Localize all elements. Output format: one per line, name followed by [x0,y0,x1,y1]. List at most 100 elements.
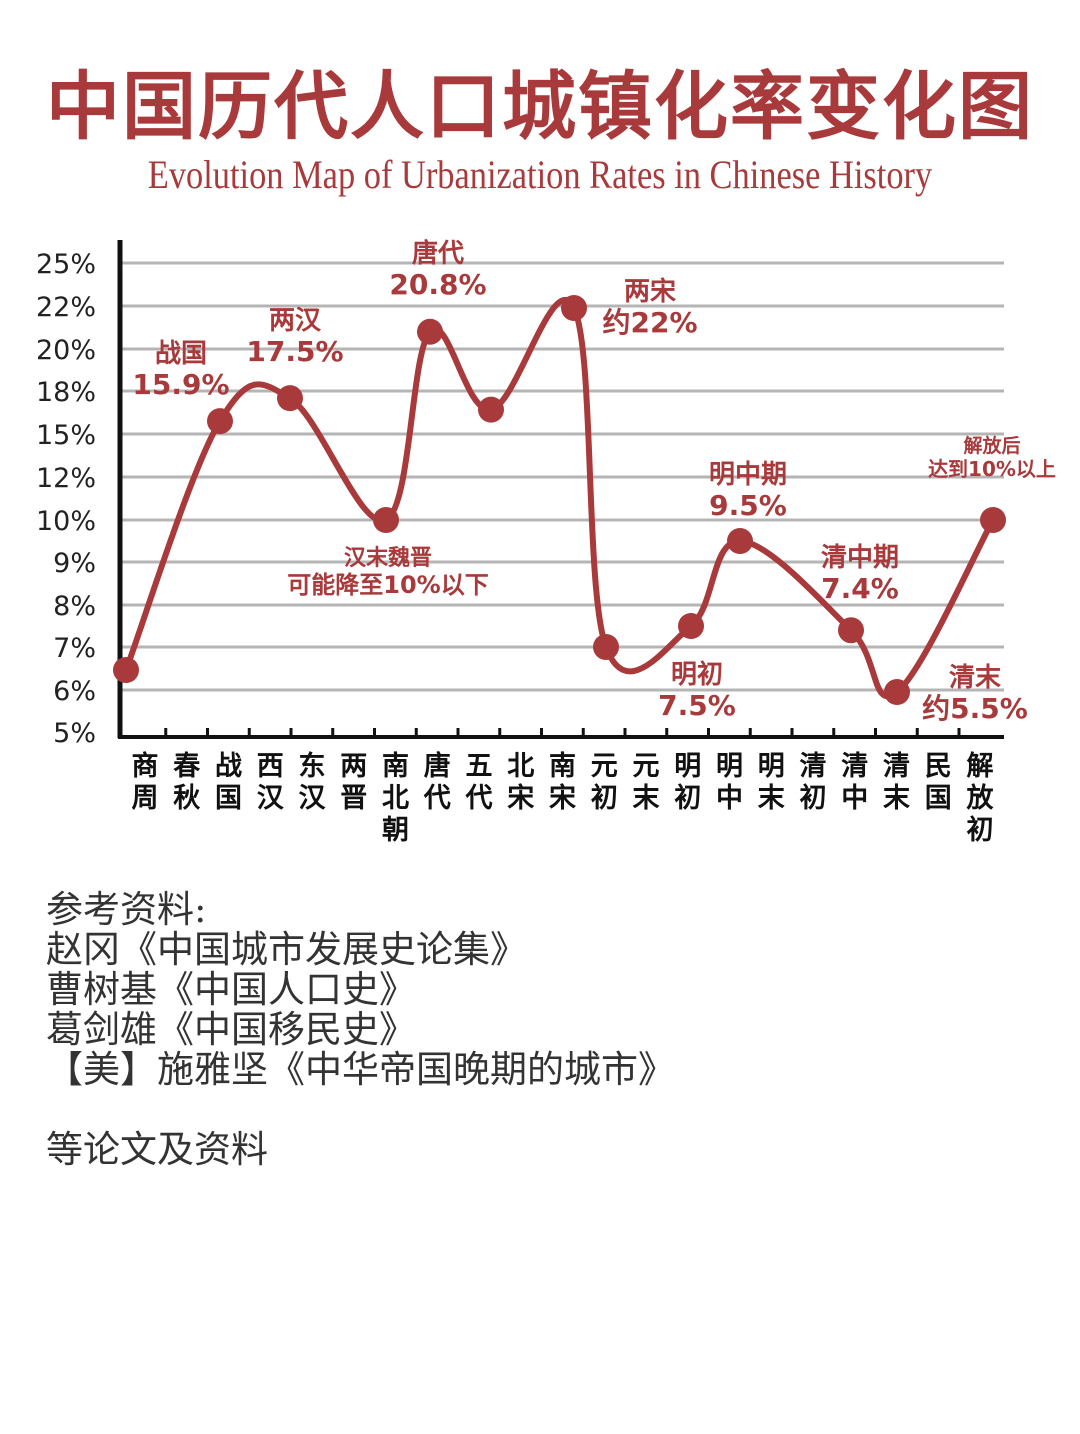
y-tick-label: 18% [36,377,96,408]
annotation-label: 两宋 [624,277,676,307]
x-category-label: 初 [591,783,618,814]
annotation-label: 17.5% [246,335,343,368]
x-category-label: 朝 [382,815,409,846]
x-category-label: 初 [800,783,827,814]
y-tick-label: 7% [53,633,96,664]
annotation-label: 20.8% [389,268,486,301]
y-tick-label: 15% [36,420,96,451]
y-tick-label: 22% [36,292,96,323]
y-tick-label: 9% [53,548,96,579]
x-category-label: 北 [382,783,409,814]
y-tick-label: 10% [36,506,96,537]
axes [117,240,1004,739]
x-category-label: 明 [716,751,743,782]
annotation-label: 15.9% [132,368,229,401]
chart-title-cn: 中国历代人口城镇化率变化图 [46,64,1034,150]
x-category-label: 北 [507,751,534,782]
x-category-label: 汉 [257,783,285,814]
spacer [46,1090,675,1130]
annotation-label: 7.5% [658,689,736,722]
x-axis-ticks [164,728,961,737]
x-category-label: 末 [883,783,910,814]
x-category-label: 代 [423,783,451,814]
data-point [561,295,587,321]
x-category-label: 汉 [299,783,327,814]
x-category-label: 五 [466,751,493,782]
references-heading: 参考资料: [46,888,207,931]
data-point [884,679,910,705]
annotation-label: 明初 [671,660,723,690]
x-category-label: 元 [591,751,618,782]
annotation-label: 明中期 [709,460,787,490]
data-point [727,528,753,554]
x-category-label: 明 [674,751,701,782]
x-category-label: 宋 [549,783,576,814]
annotation-label: 约22% [602,306,697,339]
reference-item: 曹树基《中国人口史》 [46,968,416,1011]
x-category-label: 元 [633,751,660,782]
x-category-label: 东 [299,750,326,782]
x-category-label: 南 [382,751,409,782]
reference-item: 赵冈《中国城市发展史论集》 [46,928,527,971]
y-tick-label: 12% [36,463,96,494]
chart-title-en: Evolution Map of Urbanization Rates in C… [147,152,933,197]
x-category-label: 明 [758,751,785,782]
data-point [478,396,504,423]
reference-item: 【美】施雅坚《中华帝国晚期的城市》 [46,1048,675,1091]
x-category-label: 中 [841,783,868,814]
x-category-label: 清 [800,751,827,782]
y-tick-label: 20% [36,335,96,366]
x-category-label: 秋 [173,783,200,814]
references: 参考资料: 赵冈《中国城市发展史论集》 曹树基《中国人口史》 葛剑雄《中国移民史… [46,890,675,1170]
x-category-label: 春 [173,751,201,782]
data-point [373,507,399,533]
x-category-label: 晋 [340,783,367,814]
x-category-label: 西 [257,751,284,782]
line-chart: 25%22%20%18%15%12%10%9%8%7%6%5% 商周春秋战国西汉… [36,238,1056,846]
x-category-label: 清 [883,751,910,782]
x-category-label: 初 [674,783,701,814]
annotation-label: 清中期 [821,543,899,573]
x-category-label: 宋 [507,783,534,814]
x-category-label: 唐 [424,750,451,782]
annotation-label: 两汉 [269,306,322,336]
x-category-label: 战 [215,751,242,782]
x-category-label: 中 [716,783,743,814]
annotation-label: 可能降至10%以下 [287,571,488,599]
annotation-label: 汉末魏晋 [344,545,432,571]
y-tick-label: 8% [53,591,96,622]
x-category-label: 放 [966,782,995,814]
annotation-label: 9.5% [709,489,787,522]
data-point [678,613,704,639]
data-point [838,617,864,644]
x-axis-category-labels: 商周春秋战国西汉东汉两晋南北朝唐代五代北宋南宋元初元末明初明中明末清初清中清末民… [132,750,995,846]
x-category-label: 南 [549,751,576,782]
annotation-label: 唐代 [412,238,464,269]
x-category-label: 解 [967,751,994,782]
gridlines [122,261,1004,692]
annotation-label: 达到10%以上 [928,457,1056,481]
y-tick-label: 6% [53,676,96,707]
x-category-label: 两 [340,751,367,782]
data-point [980,507,1006,533]
x-category-label: 周 [132,783,159,814]
annotation-label: 解放后 [963,434,1020,457]
data-points [113,295,1006,705]
data-point [417,318,443,345]
x-category-label: 末 [758,783,785,814]
data-point [277,385,303,412]
annotation-label: 战国 [155,339,207,369]
y-tick-label: 5% [53,718,96,749]
data-point [113,657,139,683]
x-category-label: 末 [633,783,660,814]
references-footer: 等论文及资料 [46,1128,268,1171]
x-category-label: 民 [925,751,952,782]
x-category-label: 国 [215,783,242,814]
data-point [207,408,233,435]
x-category-label: 代 [465,783,493,814]
x-category-label: 国 [925,783,952,814]
reference-item: 葛剑雄《中国移民史》 [46,1008,416,1051]
data-point [593,634,619,660]
y-axis-tick-labels: 25% 22% 20% 18% 15% 12% 10% 9% 8% 7% 6% 5% [36,249,96,749]
